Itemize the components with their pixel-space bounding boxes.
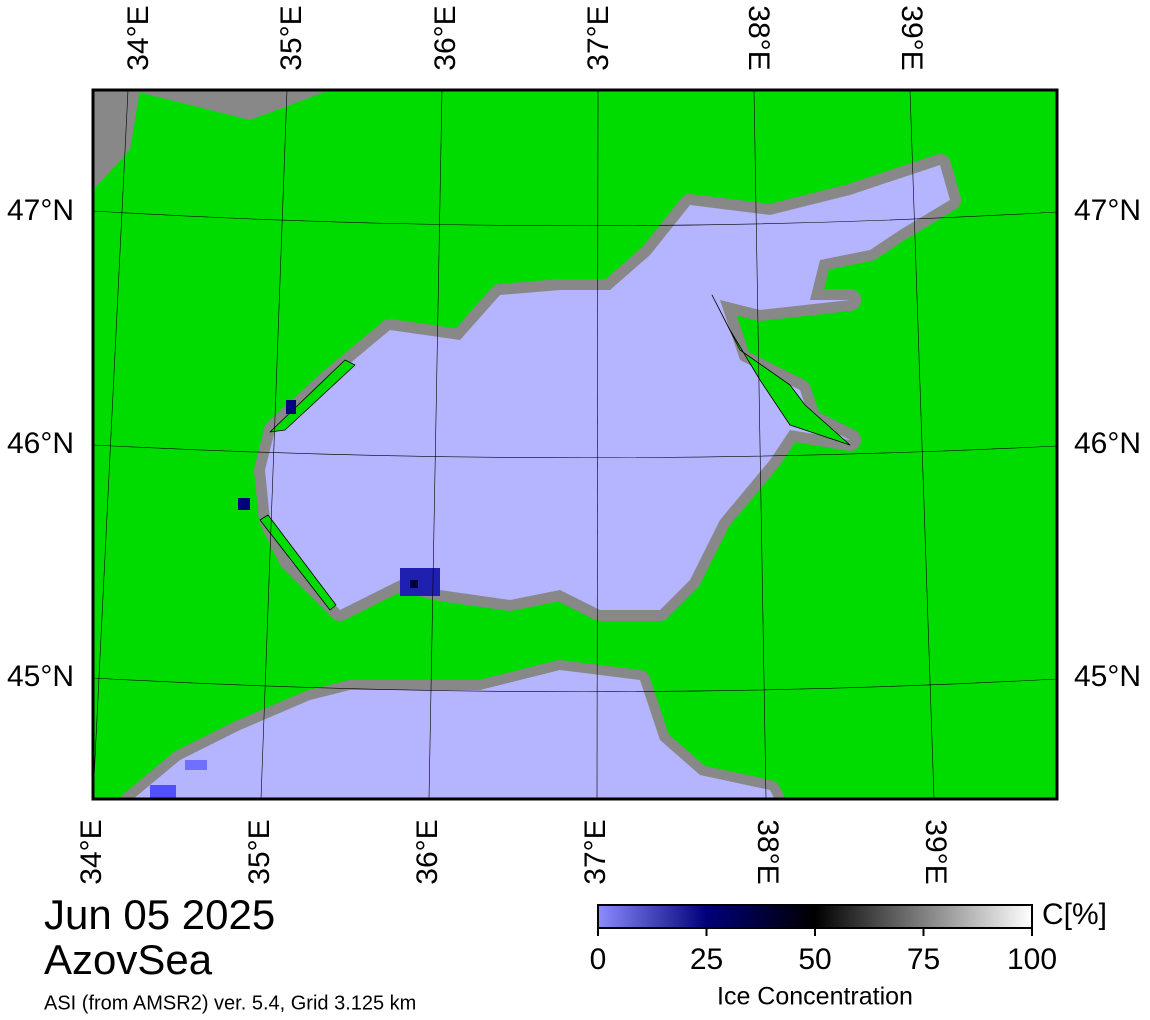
colorbar-unit: C[%] [1042, 898, 1107, 931]
date: Jun 05 2025 [44, 891, 275, 938]
top-lon-label: 35°E [275, 5, 308, 70]
right-lat-label: 47°N [1074, 194, 1141, 227]
colorbar-ticks: 0 25 50 75 100 [590, 928, 1057, 976]
region: AzovSea [44, 936, 213, 983]
right-lat-label: 46°N [1074, 427, 1141, 460]
colorbar-tick-label: 100 [1007, 943, 1057, 976]
colorbar-tick-label: 25 [690, 943, 723, 976]
top-lon-label: 36°E [429, 5, 462, 70]
right-lat-label: 45°N [1074, 660, 1141, 693]
left-lat-label: 47°N [7, 194, 74, 227]
bottom-lon-label: 35°E [243, 819, 276, 884]
graticule [93, 90, 1057, 799]
colorbar-tick-label: 0 [590, 943, 607, 976]
colorbar [597, 904, 1033, 929]
top-lon-label: 34°E [122, 5, 155, 70]
bottom-lon-label: 39°E [919, 819, 952, 884]
colorbar-tick-label: 50 [798, 943, 831, 976]
coordinate-labels: 34°E 35°E 36°E 37°E 38°E 39°E 34°E 35°E 36°E 37°E… [7, 5, 1141, 884]
map-frame [91, 88, 1059, 801]
top-lon-label: 39°E [895, 5, 928, 70]
top-lon-label: 37°E [582, 5, 615, 70]
bottom-lon-label: 37°E [579, 819, 612, 884]
top-lon-label: 38°E [742, 5, 775, 70]
bottom-lon-label: 38°E [751, 819, 784, 884]
colorbar-label: Ice Concentration [717, 983, 913, 1011]
map-area [93, 90, 1057, 799]
left-lat-label: 46°N [7, 427, 74, 460]
bottom-lon-label: 36°E [411, 819, 444, 884]
colorbar-tick-label: 75 [907, 943, 940, 976]
sea [93, 90, 961, 799]
left-lat-label: 45°N [7, 660, 74, 693]
source: ASI (from AMSR2) ver. 5.4, Grid 3.125 km [44, 992, 416, 1014]
bottom-lon-label: 34°E [75, 819, 108, 884]
